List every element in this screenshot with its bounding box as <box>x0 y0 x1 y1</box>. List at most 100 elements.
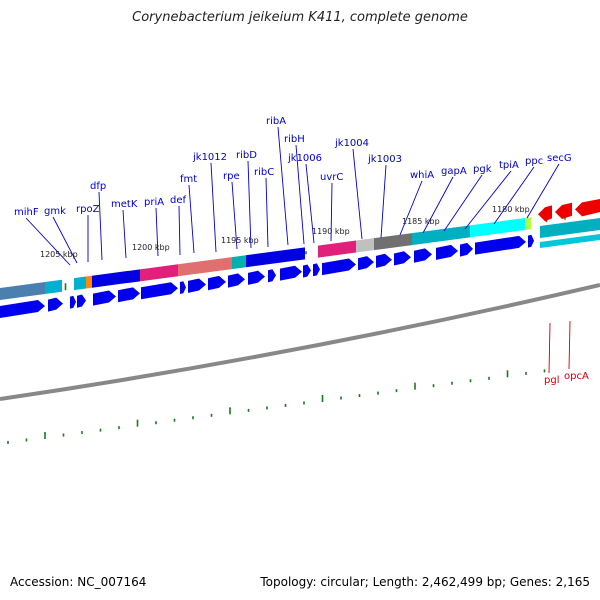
gene-arrow <box>228 273 245 288</box>
gene-arrow <box>248 270 265 285</box>
reverse-gene-arrow <box>555 202 572 219</box>
kbp-label: 1195 kbp <box>221 236 259 245</box>
gene-arrow <box>141 282 178 300</box>
backbone-track <box>0 283 600 401</box>
leader-line <box>247 160 252 249</box>
gene-label-def: def <box>170 195 187 206</box>
cog-segment <box>232 255 246 270</box>
cog-segment <box>86 275 92 289</box>
gene-label-jk1003: jk1003 <box>367 154 402 165</box>
cog-color-track <box>0 217 531 300</box>
gene-label-jk1006: jk1006 <box>287 153 322 164</box>
reverse-gene-track <box>538 199 600 248</box>
gene-label-metk: metK <box>111 199 138 210</box>
gene-label-tpia: tpiA <box>499 160 519 171</box>
cog-segment <box>470 218 525 238</box>
cog-segment <box>525 217 531 230</box>
gene-arrow <box>376 253 392 268</box>
leader-line <box>548 322 551 374</box>
reverse-cog-segment <box>540 218 600 238</box>
cog-segment <box>140 264 178 282</box>
map-title: Corynebacterium jeikeium K411, complete … <box>132 10 468 25</box>
leader-line <box>52 216 78 264</box>
leader-line <box>380 164 387 239</box>
leader-line <box>422 176 454 234</box>
leader-line <box>330 182 333 242</box>
leader-line <box>277 126 289 246</box>
gene-arrow <box>313 263 320 277</box>
cog-segment <box>374 233 412 251</box>
leader-line <box>25 217 71 266</box>
gene-label-ribc: ribC <box>254 167 274 178</box>
kbp-label: 1185 kbp <box>402 217 440 226</box>
leader-line <box>295 144 305 245</box>
gene-label-pgk: pgk <box>473 164 492 175</box>
gene-label-secg: secG <box>547 153 572 164</box>
leader-line <box>122 209 127 259</box>
backbone-line <box>0 283 600 401</box>
gene-arrow <box>268 269 276 283</box>
leader-line <box>568 320 571 370</box>
leader-line <box>526 163 560 219</box>
gene-label-fmt: fmt <box>180 174 197 185</box>
leader-line <box>464 170 512 230</box>
cog-segment <box>246 247 305 268</box>
accession-text: Accession: NC_007164 <box>10 575 147 589</box>
gene-arrow <box>528 234 534 248</box>
gene-label-gmk: gmk <box>44 206 66 217</box>
gene-arrow <box>0 300 45 318</box>
kbp-label: 1180 kbp <box>492 205 530 214</box>
cog-segment <box>74 276 86 291</box>
gene-arrow <box>48 297 63 312</box>
gene-label-ribh: ribH <box>284 134 305 145</box>
inner-ticks <box>7 369 546 444</box>
cog-segment <box>45 279 62 294</box>
leader-line <box>443 174 483 232</box>
cog-segment <box>92 269 140 288</box>
gene-arrow-track <box>0 234 534 318</box>
reverse-gene-arrow <box>538 205 552 222</box>
reverse-cog-segment <box>540 234 600 248</box>
leader-line <box>155 207 159 257</box>
gene-label-jk1012: jk1012 <box>192 152 227 163</box>
gene-arrow <box>358 256 374 271</box>
leader-line <box>231 181 238 250</box>
cog-segment <box>0 282 45 300</box>
kbp-label: 1200 kbp <box>132 243 170 252</box>
gene-arrow <box>322 258 356 276</box>
leader-line <box>399 180 423 236</box>
gene-arrow <box>118 287 140 303</box>
cog-segment <box>412 225 470 246</box>
leader-line <box>210 162 217 253</box>
reverse-gene-arrow <box>575 199 600 217</box>
gene-label-jk1004: jk1004 <box>334 138 369 149</box>
gene-label-ribd: ribD <box>236 150 257 161</box>
gene-arrow <box>280 265 302 281</box>
leader-line <box>188 184 195 254</box>
gene-arrow <box>436 244 458 260</box>
gene-label-uvrc: uvrC <box>320 172 343 183</box>
gene-arrow <box>394 251 411 266</box>
label-leaders <box>25 126 571 374</box>
leader-line <box>493 166 535 225</box>
genome-summary-text: Topology: circular; Length: 2,462,499 bp… <box>260 575 590 589</box>
gene-arrow <box>180 281 186 294</box>
gene-label-pgl: pgl <box>544 375 559 386</box>
gene-label-opca: opcA <box>564 371 589 382</box>
gene-label-mihf: mihF <box>14 207 39 218</box>
gene-arrow <box>77 294 86 308</box>
cog-segment <box>318 240 356 258</box>
gene-arrow <box>460 242 473 257</box>
leader-line <box>98 191 103 261</box>
gene-arrow <box>70 295 76 309</box>
cog-segment <box>178 257 232 277</box>
gene-arrow <box>303 264 311 278</box>
leader-line <box>265 177 269 248</box>
gene-label-whia: whiA <box>410 170 434 181</box>
leader-line <box>178 205 181 256</box>
gene-label-rpe: rpe <box>223 171 240 182</box>
gene-label-ppc: ppc <box>525 156 543 167</box>
gene-label-pria: priA <box>144 197 164 208</box>
gene-arrow <box>414 248 432 263</box>
